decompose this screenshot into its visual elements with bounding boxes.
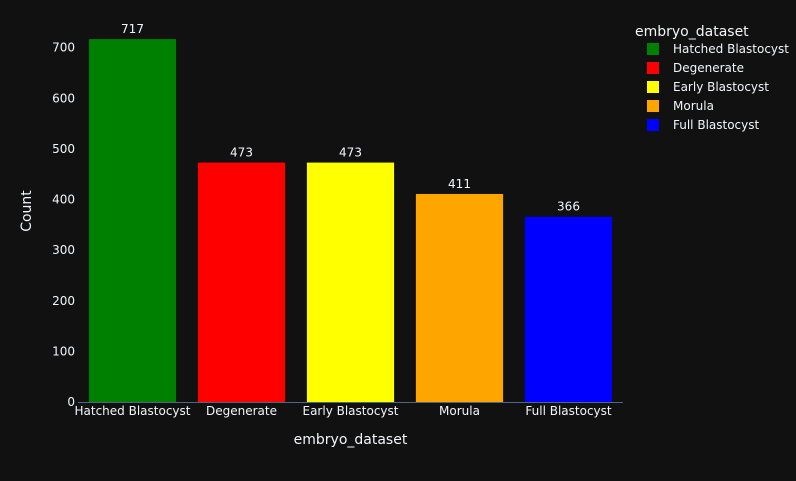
x-axis-ticks: Hatched Blastocyst Degenerate Early Blasto… <box>75 404 612 418</box>
legend-item-degenerate[interactable]: Degenerate <box>647 61 744 75</box>
data-label-morula: 411 <box>448 177 471 191</box>
y-axis-ticks: 0 100 200 300 400 500 600 700 <box>52 41 75 409</box>
legend: embryo_dataset Hatched Blastocyst Degener… <box>635 24 789 132</box>
y-tick-600: 600 <box>52 91 75 105</box>
legend-swatch-early-blastocyst <box>647 81 659 93</box>
y-tick-400: 400 <box>52 193 75 207</box>
y-tick-100: 100 <box>52 344 75 358</box>
bars-group <box>88 39 613 403</box>
y-tick-700: 700 <box>52 41 75 55</box>
bar-full-blastocyst <box>524 216 613 402</box>
data-labels-group: 717 473 473 411 366 <box>121 22 580 214</box>
legend-label-morula: Morula <box>673 99 714 113</box>
legend-swatch-full-blastocyst <box>647 119 659 131</box>
y-tick-300: 300 <box>52 243 75 257</box>
legend-label-hatched-blastocyst: Hatched Blastocyst <box>673 42 789 56</box>
legend-items: Hatched Blastocyst Degenerate Early Blasto… <box>647 42 789 132</box>
data-label-degenerate: 473 <box>230 146 253 160</box>
x-tick-degenerate: Degenerate <box>206 404 277 418</box>
bar-morula <box>415 193 504 402</box>
x-tick-hatched-blastocyst: Hatched Blastocyst <box>75 404 191 418</box>
legend-item-early-blastocyst[interactable]: Early Blastocyst <box>647 80 769 94</box>
data-label-early-blastocyst: 473 <box>339 146 362 160</box>
x-tick-full-blastocyst: Full Blastocyst <box>525 404 612 418</box>
bar-early-blastocyst <box>306 162 395 402</box>
x-tick-morula: Morula <box>439 404 480 418</box>
legend-label-early-blastocyst: Early Blastocyst <box>673 80 769 94</box>
legend-title: embryo_dataset <box>635 24 749 40</box>
x-tick-early-blastocyst: Early Blastocyst <box>303 404 399 418</box>
y-axis-title: Count <box>19 190 35 232</box>
legend-label-degenerate: Degenerate <box>673 61 744 75</box>
legend-label-full-blastocyst: Full Blastocyst <box>673 118 760 132</box>
legend-item-full-blastocyst[interactable]: Full Blastocyst <box>647 118 760 132</box>
legend-item-hatched-blastocyst[interactable]: Hatched Blastocyst <box>647 42 789 56</box>
legend-swatch-morula <box>647 100 659 112</box>
bar-hatched-blastocyst <box>88 39 177 403</box>
x-axis-title: embryo_dataset <box>294 432 408 448</box>
y-tick-0: 0 <box>67 395 75 409</box>
legend-item-morula[interactable]: Morula <box>647 99 714 113</box>
bar-degenerate <box>197 162 286 402</box>
legend-swatch-hatched-blastocyst <box>647 43 659 55</box>
data-label-full-blastocyst: 366 <box>557 200 580 214</box>
data-label-hatched-blastocyst: 717 <box>121 22 144 36</box>
y-tick-200: 200 <box>52 294 75 308</box>
legend-swatch-degenerate <box>647 62 659 74</box>
y-tick-500: 500 <box>52 142 75 156</box>
